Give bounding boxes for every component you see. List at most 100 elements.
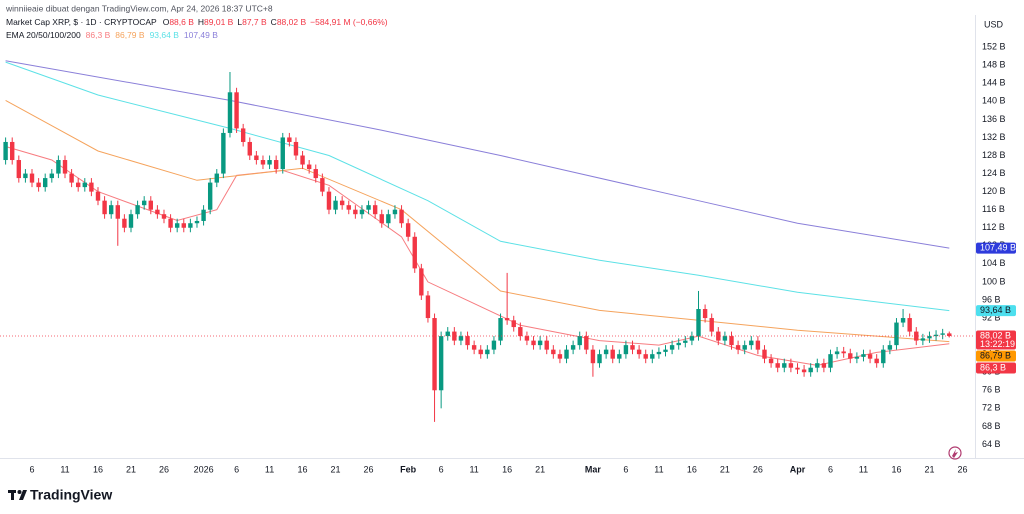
x-tick-label: 6 xyxy=(234,464,239,474)
candle-body xyxy=(168,218,173,228)
candle-body xyxy=(729,336,734,346)
ohlc-value: 87,7 B xyxy=(242,17,267,27)
candle-body xyxy=(782,363,787,368)
candle-body xyxy=(379,214,384,224)
candle-body xyxy=(557,354,563,359)
candle-body xyxy=(768,358,774,364)
logo-slash xyxy=(19,490,27,500)
indicator-value: 107,49 B xyxy=(184,30,218,40)
indicator-value: 86,3 B xyxy=(86,30,111,40)
candle-body xyxy=(821,363,827,368)
x-tick-label: 21 xyxy=(331,464,341,474)
logo-dot xyxy=(17,490,22,494)
candle-body xyxy=(617,354,622,359)
candle-body xyxy=(788,363,794,368)
candle-body xyxy=(3,141,8,161)
candle-body xyxy=(399,209,404,224)
candle-body xyxy=(280,137,285,170)
candle-body xyxy=(881,349,886,364)
x-tick-label: 11 xyxy=(265,464,274,474)
indicator-line: EMA 20/50/100/200 86,3 B 86,79 B 93,64 B 107… xyxy=(6,30,218,40)
x-tick-label: Apr xyxy=(790,464,806,474)
candle-body xyxy=(689,336,695,341)
candle-body xyxy=(56,160,61,174)
candle-body xyxy=(603,349,609,355)
x-tick-label: 26 xyxy=(753,464,763,474)
candle-body xyxy=(775,363,780,368)
x-tick-label: 11 xyxy=(859,464,868,474)
candle-body xyxy=(287,137,292,142)
candle-body xyxy=(643,354,648,359)
y-tick-label: 96 B xyxy=(982,294,1001,304)
candle-body xyxy=(207,182,213,210)
x-tick-label: 21 xyxy=(720,464,730,474)
x-tick-label: 6 xyxy=(439,464,444,474)
candle-body xyxy=(326,191,332,210)
ema-line xyxy=(5,99,950,343)
candle-body xyxy=(762,349,767,359)
goto-icon[interactable] xyxy=(948,446,962,460)
logo-stem xyxy=(11,490,14,500)
candle-body xyxy=(432,318,437,391)
candle-body xyxy=(755,340,761,350)
candle-body xyxy=(43,178,48,188)
candle-body xyxy=(696,309,701,337)
candle-body xyxy=(102,200,107,215)
candle-body xyxy=(504,318,510,321)
candle-body xyxy=(570,345,576,350)
candle-body xyxy=(465,336,470,346)
indicator-value: 93,64 B xyxy=(150,30,180,40)
candle-body xyxy=(62,160,68,174)
candle-body xyxy=(273,160,279,170)
candle-body xyxy=(531,340,536,346)
y-tick-label: 140 B xyxy=(982,96,1006,106)
candle-body xyxy=(346,205,351,210)
candle-body xyxy=(841,351,846,354)
candle-body xyxy=(306,164,312,170)
candle-body xyxy=(702,309,708,319)
candle-body xyxy=(564,349,569,359)
ema-line xyxy=(5,61,950,312)
candle-body xyxy=(240,128,246,142)
axes: 64 B68 B72 B76 B80 B84 B88 B92 B96 B100 … xyxy=(29,42,1005,475)
candle-body xyxy=(801,369,807,373)
icon-bolt xyxy=(952,449,958,458)
candle-body xyxy=(669,345,675,350)
ohlc-key: O xyxy=(163,17,170,27)
price-label-box xyxy=(976,242,1016,254)
candle-body xyxy=(254,155,259,161)
candle-body xyxy=(313,169,318,179)
y-tick-label: 144 B xyxy=(982,78,1006,88)
candle-body xyxy=(471,345,477,350)
change: −584,91 M (−0,66%) xyxy=(310,17,388,27)
candle-body xyxy=(914,331,919,341)
x-tick-label: 11 xyxy=(469,464,478,474)
candle-body xyxy=(75,182,81,188)
candle-body xyxy=(676,342,681,346)
x-tick-label: 26 xyxy=(159,464,169,474)
x-tick-label: 26 xyxy=(364,464,374,474)
candle-body xyxy=(947,333,952,337)
candle-body xyxy=(181,223,186,228)
candle-body xyxy=(438,336,444,391)
candle-body xyxy=(663,349,668,352)
candle-body xyxy=(95,191,101,201)
candle-body xyxy=(630,345,635,350)
candle-body xyxy=(201,209,206,221)
candle-body xyxy=(161,214,167,219)
candle-body xyxy=(656,351,662,355)
candle-body xyxy=(577,336,582,346)
candle-body xyxy=(887,345,893,350)
currency: USD xyxy=(984,19,1004,29)
price-label: 107,49 B xyxy=(980,242,1016,252)
y-tick-label: 104 B xyxy=(982,258,1006,268)
y-tick-label: 100 B xyxy=(982,276,1006,286)
candle-body xyxy=(524,336,530,341)
candle-body xyxy=(141,200,147,206)
indicator-name: EMA 20/50/100/200 xyxy=(6,30,81,40)
y-tick-label: 132 B xyxy=(982,132,1006,142)
y-tick-label: 136 B xyxy=(982,114,1006,124)
candle-body xyxy=(894,322,899,346)
price-label-box xyxy=(976,330,1016,350)
